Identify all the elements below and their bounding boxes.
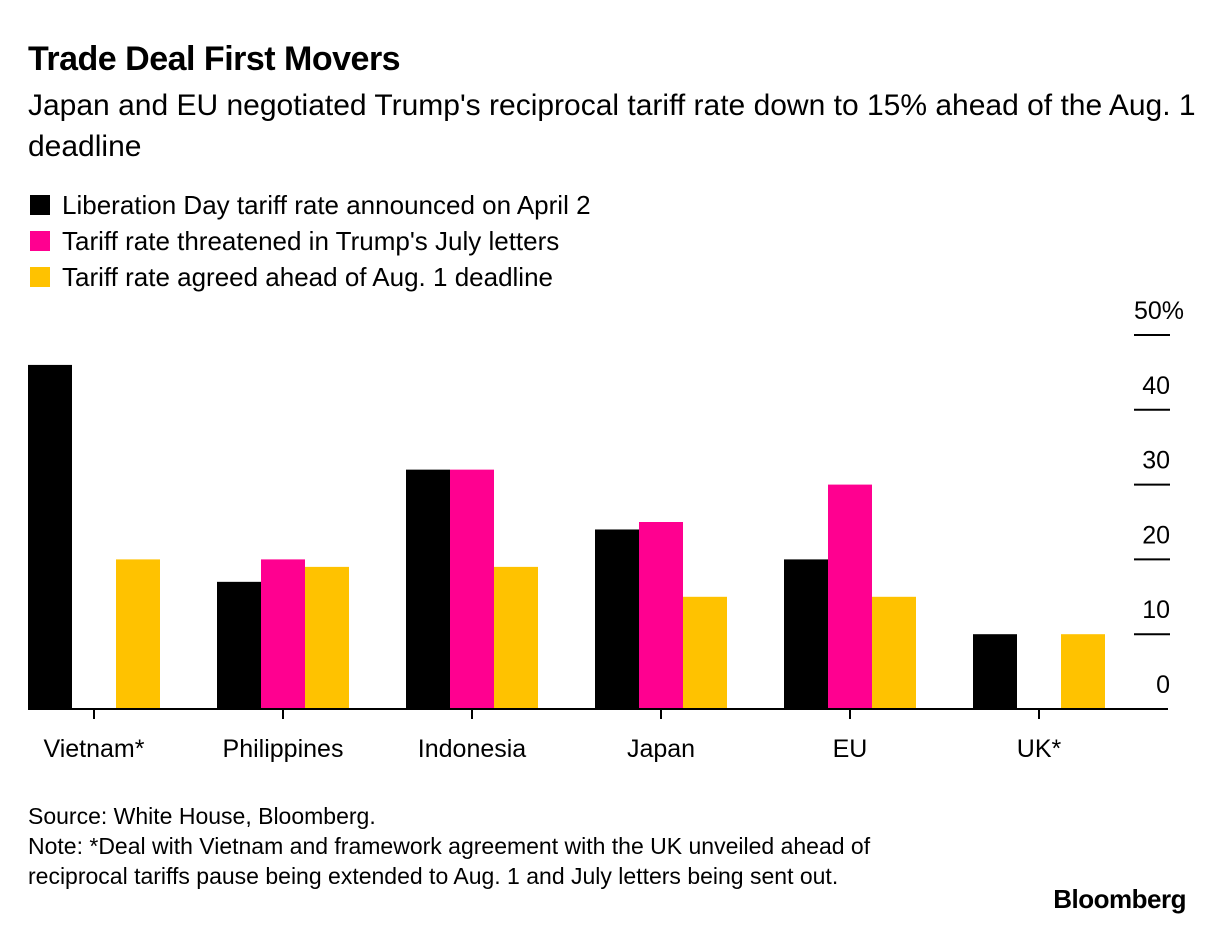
bar-eu-series-1 [828, 484, 872, 709]
bar-eu-series-2 [872, 596, 916, 709]
legend-item: Tariff rate agreed ahead of Aug. 1 deadl… [28, 259, 591, 295]
y-tick-label: 20 [1142, 521, 1170, 549]
bar-indonesia-series-0 [406, 469, 450, 709]
y-tick-label: 30 [1142, 447, 1170, 475]
bar-eu-series-0 [784, 559, 828, 709]
bar-uk-series-2 [1061, 634, 1105, 709]
y-tick-label: 10 [1142, 596, 1170, 624]
chart-subtitle: Japan and EU negotiated Trump's reciproc… [28, 89, 1196, 163]
chart-title: Trade Deal First Movers [28, 40, 401, 78]
x-tick-label: Vietnam* [44, 735, 145, 763]
legend-swatch-yellow [30, 267, 50, 287]
bar-indonesia-series-1 [450, 469, 494, 709]
bar-philippines-series-2 [305, 566, 349, 709]
footer: Source: White House, Bloomberg. Note: *D… [28, 801, 928, 891]
legend-label: Liberation Day tariff rate announced on … [62, 189, 591, 220]
bar-japan-series-1 [639, 522, 683, 709]
x-tick-label: EU [833, 735, 868, 763]
bar-indonesia-series-2 [494, 566, 538, 709]
x-tick-label: Philippines [223, 735, 344, 763]
bar-philippines-series-0 [217, 581, 261, 709]
legend-item: Tariff rate threatened in Trump's July l… [28, 223, 591, 259]
x-tick-label: Indonesia [418, 735, 527, 763]
y-tick-label: 0 [1156, 671, 1170, 699]
legend-swatch-black [30, 195, 50, 215]
legend-item: Liberation Day tariff rate announced on … [28, 187, 591, 223]
y-tick-label: 50% [1134, 297, 1184, 325]
bar-vietnam-series-0 [28, 364, 72, 709]
legend: Liberation Day tariff rate announced on … [28, 187, 591, 295]
bar-philippines-series-1 [261, 559, 305, 709]
legend-label: Tariff rate threatened in Trump's July l… [62, 225, 560, 256]
legend-label: Tariff rate agreed ahead of Aug. 1 deadl… [62, 261, 554, 292]
x-tick-label: Japan [627, 735, 695, 763]
y-tick-label: 40 [1142, 372, 1170, 400]
bar-vietnam-series-2 [116, 559, 160, 709]
bar-uk-series-0 [973, 634, 1017, 709]
bar-japan-series-0 [595, 529, 639, 709]
footnote: Note: *Deal with Vietnam and framework a… [28, 833, 871, 889]
x-tick-label: UK* [1017, 735, 1062, 763]
bloomberg-logo: Bloomberg [1053, 884, 1186, 914]
legend-swatch-pink [30, 231, 50, 251]
bar-japan-series-2 [683, 596, 727, 709]
source-note: Source: White House, Bloomberg. [28, 803, 376, 829]
